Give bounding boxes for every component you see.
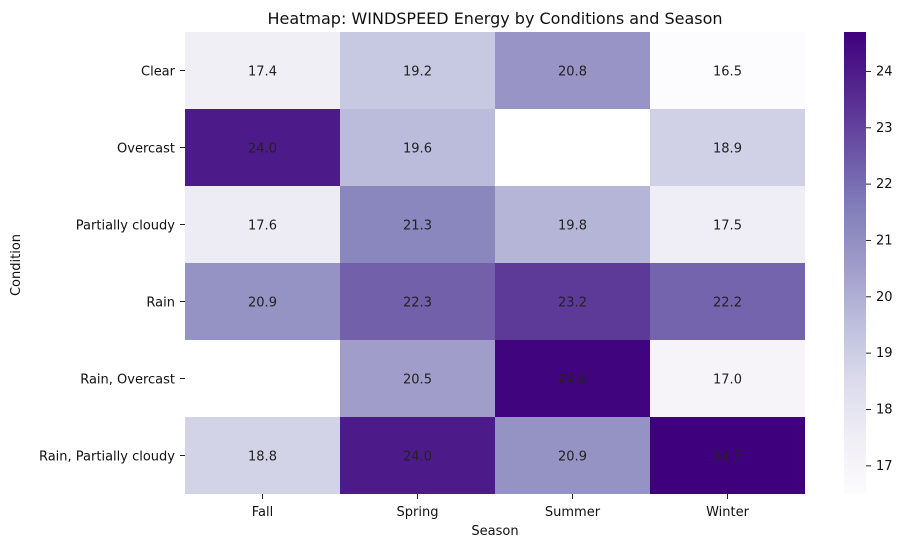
heatmap-cell-partially-cloudy-winter xyxy=(650,186,805,263)
heatmap-value-partially-cloudy-summer: 19.8 xyxy=(558,219,587,234)
heatmap-cell-rain-fall xyxy=(185,263,340,340)
y-tick-label-overcast: Overcast xyxy=(117,142,175,157)
heatmap-cells: 17.4 19.2 20.8 16.5 24.0 19.6 18.9 17.6 21.3 19.8… xyxy=(185,32,805,494)
colorbar-tick-label-17: 17 xyxy=(876,459,893,474)
heatmap-value-rain-partially-cloudy-winter: 24.7 xyxy=(713,450,742,465)
heatmap-value-rain-partially-cloudy-spring: 24.0 xyxy=(403,450,432,465)
colorbar-tick-label-19: 19 xyxy=(876,346,893,361)
heatmap-cell-clear-spring xyxy=(340,32,495,109)
heatmap-value-overcast-spring: 19.6 xyxy=(403,142,432,157)
heatmap-value-rain-fall: 20.9 xyxy=(248,296,277,311)
heatmap-cell-rain-partially-cloudy-fall xyxy=(185,417,340,494)
heatmap-value-clear-winter: 16.5 xyxy=(713,65,742,80)
heatmap-value-rain-summer: 23.2 xyxy=(558,296,587,311)
y-axis-label: Condition xyxy=(9,234,24,296)
heatmap-value-rain-overcast-spring: 20.5 xyxy=(403,373,432,388)
colorbar: 17 18 19 20 21 22 23 24 xyxy=(844,32,893,494)
heatmap-value-partially-cloudy-winter: 17.5 xyxy=(713,219,742,234)
y-tick-label-clear: Clear xyxy=(141,65,176,80)
heatmap-cell-partially-cloudy-fall xyxy=(185,186,340,263)
x-axis-label: Season xyxy=(471,524,518,539)
heatmap-value-rain-partially-cloudy-fall: 18.8 xyxy=(248,450,277,465)
heatmap-value-partially-cloudy-spring: 21.3 xyxy=(403,219,432,234)
heatmap-cell-overcast-fall xyxy=(185,109,340,186)
heatmap-cell-overcast-spring xyxy=(340,109,495,186)
y-tick-label-rain-overcast: Rain, Overcast xyxy=(80,373,175,388)
heatmap-cell-clear-winter xyxy=(650,32,805,109)
heatmap-value-rain-overcast-summer: 24.6 xyxy=(558,373,587,388)
heatmap-cell-rain-partially-cloudy-winter xyxy=(650,417,805,494)
chart-title: Heatmap: WINDSPEED Energy by Conditions … xyxy=(267,9,722,28)
heatmap-value-rain-overcast-winter: 17.0 xyxy=(713,373,742,388)
colorbar-tick-label-23: 23 xyxy=(876,121,893,136)
y-tick-label-rain: Rain xyxy=(146,296,175,311)
colorbar-tick-label-18: 18 xyxy=(876,402,893,417)
heatmap-cell-partially-cloudy-spring xyxy=(340,186,495,263)
heatmap-value-rain-spring: 22.3 xyxy=(403,296,432,311)
heatmap-cell-partially-cloudy-summer xyxy=(495,186,650,263)
heatmap-value-rain-partially-cloudy-summer: 20.9 xyxy=(558,450,587,465)
heatmap-value-clear-summer: 20.8 xyxy=(558,65,587,80)
heatmap-cell-overcast-summer xyxy=(495,109,650,186)
colorbar-tick-label-22: 22 xyxy=(876,177,893,192)
heatmap-cell-rain-spring xyxy=(340,263,495,340)
x-tick-label-spring: Spring xyxy=(397,505,439,520)
colorbar-tick-label-24: 24 xyxy=(876,64,893,79)
heatmap-value-clear-fall: 17.4 xyxy=(248,65,277,80)
heatmap-value-rain-winter: 22.2 xyxy=(713,296,742,311)
heatmap-value-overcast-winter: 18.9 xyxy=(713,142,742,157)
heatmap-cell-rain-overcast-winter xyxy=(650,340,805,417)
colorbar-scale xyxy=(844,32,866,494)
x-tick-label-fall: Fall xyxy=(252,505,273,520)
x-axis: Fall Spring Summer Winter xyxy=(252,494,750,520)
x-tick-label-summer: Summer xyxy=(545,505,601,520)
heatmap-cell-rain-partially-cloudy-summer xyxy=(495,417,650,494)
y-tick-label-rain-partially-cloudy: Rain, Partially cloudy xyxy=(39,450,175,465)
heatmap-cell-rain-overcast-fall xyxy=(185,340,340,417)
y-axis: Clear Overcast Partially cloudy Rain Rain, O… xyxy=(39,65,185,465)
heatmap-value-overcast-fall: 24.0 xyxy=(248,142,277,157)
heatmap-value-partially-cloudy-fall: 17.6 xyxy=(248,219,277,234)
heatmap-cell-rain-partially-cloudy-spring xyxy=(340,417,495,494)
colorbar-tick-label-21: 21 xyxy=(876,233,893,248)
heatmap-cell-rain-overcast-summer xyxy=(495,340,650,417)
heatmap-cell-clear-summer xyxy=(495,32,650,109)
y-tick-label-partially-cloudy: Partially cloudy xyxy=(76,219,175,234)
heatmap-cell-rain-winter xyxy=(650,263,805,340)
colorbar-tick-label-20: 20 xyxy=(876,290,893,305)
heatmap-cell-rain-summer xyxy=(495,263,650,340)
heatmap-cell-rain-overcast-spring xyxy=(340,340,495,417)
heatmap-cell-clear-fall xyxy=(185,32,340,109)
heatmap-cell-overcast-winter xyxy=(650,109,805,186)
x-tick-label-winter: Winter xyxy=(706,505,750,520)
heatmap-value-clear-spring: 19.2 xyxy=(403,65,432,80)
